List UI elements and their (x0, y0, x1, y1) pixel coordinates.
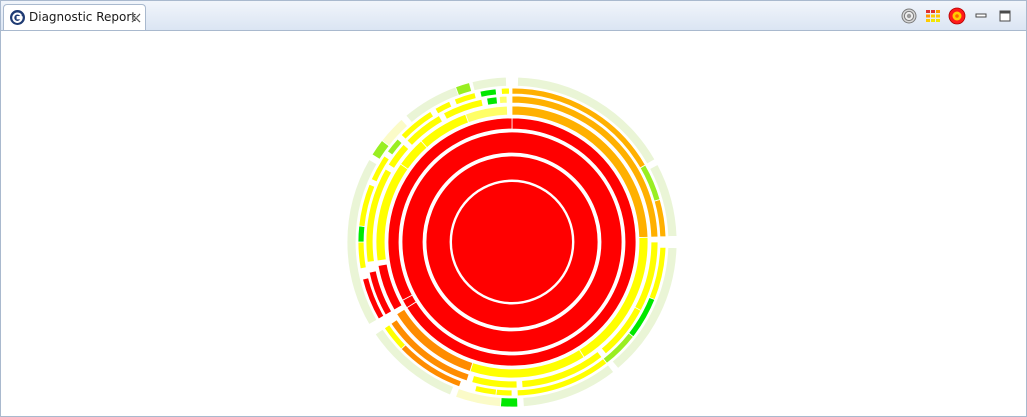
view-tab-bar: Diagnostic Report (1, 1, 1026, 31)
minimize-icon (975, 13, 987, 18)
target-button[interactable] (900, 7, 918, 25)
badge-button[interactable] (948, 7, 966, 25)
sunburst-segment[interactable] (455, 82, 473, 96)
report-content (1, 31, 1026, 416)
tab-diagnostic-report[interactable]: Diagnostic Report (3, 4, 146, 30)
sunburst-segment[interactable] (357, 241, 367, 270)
sunburst-segment[interactable] (377, 263, 403, 311)
sunburst-segment[interactable] (611, 247, 678, 369)
legend-grid-button[interactable] (924, 7, 942, 25)
target-icon (901, 8, 917, 24)
sunburst-segment[interactable] (390, 319, 470, 382)
ring-level-5 (365, 95, 659, 389)
ring-level-0 (452, 182, 572, 302)
maximize-button[interactable] (996, 7, 1014, 25)
sunburst-segment[interactable] (368, 270, 393, 316)
close-icon[interactable] (130, 12, 142, 24)
sunburst-segment[interactable] (362, 277, 385, 320)
sunburst-segment[interactable] (346, 158, 378, 326)
ring-level-4 (375, 105, 649, 379)
sunburst-segment[interactable] (370, 155, 390, 183)
sunburst-segment[interactable] (600, 306, 642, 355)
sunburst-segment[interactable] (486, 96, 498, 106)
ring-level-2 (401, 131, 623, 353)
ring-level-3 (387, 117, 637, 367)
sunburst-segment[interactable] (511, 95, 659, 238)
sunburst-segment[interactable] (452, 182, 572, 302)
sunburst-segment[interactable] (500, 397, 519, 408)
sunburst-segment[interactable] (434, 100, 453, 115)
sunburst-segment[interactable] (471, 76, 507, 92)
sunburst-segment[interactable] (522, 364, 615, 408)
sunburst-segment[interactable] (500, 87, 510, 95)
sunburst-segment[interactable] (453, 92, 477, 106)
sunburst-segment[interactable] (374, 328, 455, 396)
sunburst-segment[interactable] (387, 117, 513, 301)
maximize-icon (999, 10, 1011, 22)
tab-title: Diagnostic Report (29, 10, 136, 24)
sunburst-segment[interactable] (381, 118, 409, 147)
sunburst-segment[interactable] (471, 375, 518, 389)
sunburst-segment[interactable] (386, 138, 403, 156)
view-toolbar (900, 7, 1014, 25)
sunburst-segment[interactable] (521, 350, 603, 389)
sunburst-segment[interactable] (357, 225, 366, 243)
legend-grid-icon (926, 10, 940, 22)
sunburst-segment[interactable] (396, 308, 474, 372)
sunburst-segment[interactable] (498, 95, 508, 104)
badge-icon (948, 7, 966, 25)
sunburst-segment[interactable] (653, 199, 667, 238)
ring-level-1 (425, 155, 599, 329)
sunburst-segment[interactable] (387, 143, 410, 169)
ring-level-6 (357, 87, 667, 397)
eclipse-g-icon (10, 10, 25, 25)
sunburst-segment[interactable] (425, 155, 599, 329)
sunburst-segment[interactable] (517, 76, 656, 165)
sunburst-segment[interactable] (479, 88, 497, 98)
sunburst-segment[interactable] (383, 324, 407, 350)
sunburst-segment[interactable] (400, 110, 435, 140)
sunburst-segment[interactable] (442, 98, 484, 120)
minimize-button[interactable] (972, 7, 990, 25)
sunburst-segment[interactable] (464, 105, 508, 124)
sunburst-segment[interactable] (455, 388, 502, 408)
ring-level-7 (346, 76, 678, 408)
sunburst-segment[interactable] (474, 385, 497, 396)
sunburst-segment[interactable] (365, 168, 393, 263)
sunburst-segment[interactable] (401, 131, 623, 353)
sunburst-segment[interactable] (516, 358, 608, 397)
sunburst-chart (346, 76, 678, 408)
sunburst-segment[interactable] (495, 388, 513, 397)
sunburst-segment[interactable] (649, 163, 678, 237)
sunburst-segment[interactable] (406, 115, 444, 147)
sunburst-segment[interactable] (358, 183, 376, 227)
